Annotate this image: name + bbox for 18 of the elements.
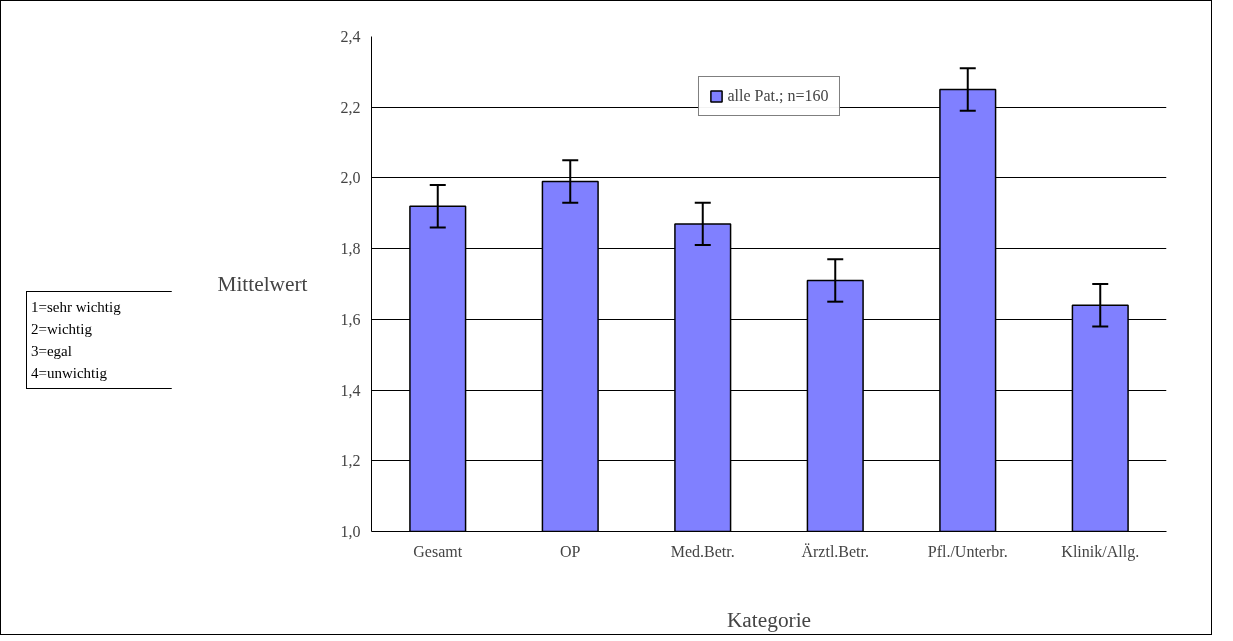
x-tick-label: Gesamt [413,542,463,560]
y-axis-title: Mittelwert [217,272,308,296]
x-tick-label: Ärztl.Betr. [801,542,870,560]
y-tick-label: 1,6 [340,310,361,328]
legend-label: alle Pat.; n=160 [727,87,829,105]
x-tick-label: OP [560,542,581,560]
y-tick-label: 1,8 [340,240,361,258]
y-tick-label: 2,0 [340,169,361,187]
x-tick-label: Klinik/Allg. [1061,542,1140,561]
y-tick-label: 1,4 [340,381,361,399]
text: 1=sehr wichtig 2=wichtig 3=egal 4=unwichtig [31,298,121,383]
x-tick-label: Med.Betr. [670,542,735,560]
y-tick-label: 1,0 [340,523,361,540]
x-axis-title: Kategorie [726,607,812,632]
y-tick-label: 1,2 [340,452,361,470]
y-tick-label: 2,4 [340,28,361,45]
x-tick-label: Pfl./Unterbr. [927,542,1008,560]
y-tick-label: 2,2 [340,98,361,116]
